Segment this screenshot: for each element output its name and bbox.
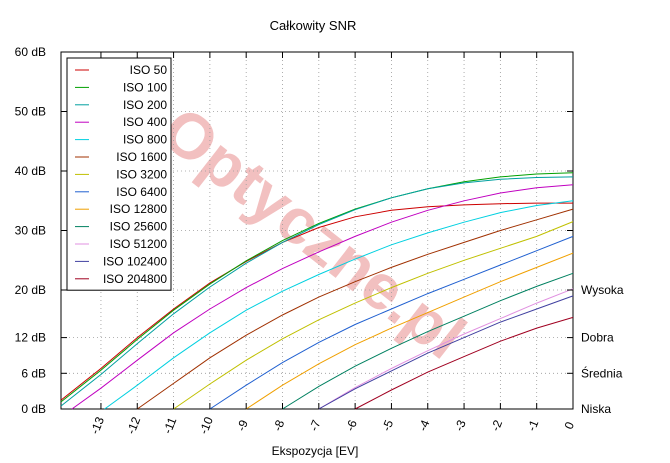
series-line-iso-800: [104, 200, 574, 410]
series-line-iso-25600: [282, 272, 574, 410]
right-quality-label: Wysoka: [581, 283, 624, 297]
x-tick-label: -8: [270, 418, 287, 433]
y-tick-label: 20 dB: [15, 283, 46, 297]
legend-label: ISO 6400: [116, 185, 167, 199]
legend-label: ISO 400: [123, 115, 167, 129]
legend-label: ISO 100: [123, 80, 167, 94]
legend-label: ISO 51200: [110, 237, 168, 251]
series-line-iso-400: [71, 184, 574, 410]
y-tick-label: 30 dB: [15, 224, 46, 238]
x-tick-label: -5: [379, 418, 396, 433]
series-line-iso-200: [60, 176, 574, 407]
x-tick-label: -10: [196, 415, 216, 437]
series-line-iso-51200: [318, 288, 574, 410]
x-tick-label: -13: [87, 415, 107, 437]
legend-label: ISO 50: [130, 63, 168, 77]
x-tick-label: -2: [488, 418, 505, 433]
x-tick-label: -11: [160, 415, 179, 436]
series-line-iso-100: [60, 172, 574, 403]
y-tick-label: 50 dB: [15, 105, 46, 119]
legend: ISO 50 ISO 100 ISO 200 ISO 400 ISO 800 ISO 16…: [66, 57, 172, 291]
right-quality-label: Niska: [581, 402, 611, 416]
x-tick-label: -9: [234, 418, 251, 433]
y-tick-label: 40 dB: [15, 164, 46, 178]
series-lines: [60, 172, 574, 410]
y-tick-label: 0 dB: [21, 402, 46, 416]
x-tick-label: -3: [452, 418, 469, 433]
series-line-iso-12800: [245, 252, 574, 410]
x-axis-label: Ekspozycja [EV]: [272, 444, 359, 458]
x-tick-label: -1: [524, 418, 541, 433]
x-tick-label: -12: [124, 415, 144, 437]
legend-label: ISO 1600: [116, 150, 167, 164]
legend-label: ISO 800: [123, 133, 167, 147]
y-tick-label: 60 dB: [15, 45, 46, 59]
x-tick-label: -7: [307, 418, 324, 433]
series-line-iso-3200: [173, 221, 574, 410]
series-line-iso-1600: [137, 208, 574, 410]
series-line-iso-6400: [209, 235, 574, 410]
legend-label: ISO 12800: [110, 202, 168, 216]
legend-label: ISO 3200: [116, 167, 167, 181]
x-tick-label: -6: [343, 418, 360, 433]
series-line-iso-204800: [354, 316, 574, 410]
y-tick-label: 6 dB: [21, 366, 46, 380]
right-quality-label: Średnia: [581, 365, 623, 380]
chart-title: Całkowity SNR: [270, 18, 357, 33]
series-line-iso-102400: [318, 295, 574, 410]
legend-label: ISO 25600: [110, 220, 168, 234]
x-tick-label: -4: [416, 418, 433, 433]
legend-label: ISO 102400: [103, 254, 167, 268]
y-tick-label: 12 dB: [15, 331, 46, 345]
series-line-iso-50: [60, 202, 573, 401]
right-quality-label: Dobra: [581, 331, 614, 345]
legend-label: ISO 200: [123, 98, 167, 112]
axes: 0 dB 6 dB 12 dB 20 dB 30 dB 40 dB 50 dB 60 dB -1…: [15, 45, 624, 436]
x-tick-label: 0: [562, 419, 578, 431]
legend-label: ISO 204800: [103, 272, 167, 286]
